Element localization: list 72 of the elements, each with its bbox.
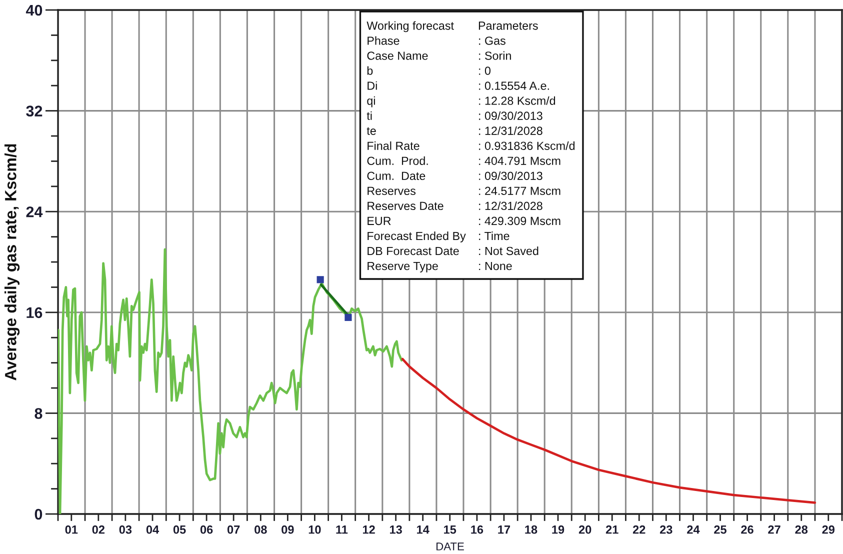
annotation: : None [479, 262, 512, 270]
x-tick-label: 18 [525, 525, 538, 534]
annotation: ti [366, 111, 372, 120]
annotation: Reserves [368, 186, 416, 196]
x-tick-label: 15 [444, 526, 456, 534]
annotation: te [366, 127, 376, 135]
x-tick-label: 23 [660, 525, 672, 534]
x-tick-label: 26 [741, 525, 754, 534]
x-tick-label: 11 [336, 526, 348, 534]
annotation: qi [367, 96, 375, 108]
annotation: : Sorin [479, 51, 511, 60]
annotation: b [367, 66, 373, 75]
line-series [401, 358, 816, 504]
annotation: Phase [368, 36, 400, 45]
x-axis-title: DATE [436, 542, 464, 550]
y-tick-label: 0 [34, 508, 42, 520]
x-tick-label: 25 [714, 525, 726, 534]
annotation: : 09/30/2013 [479, 171, 542, 180]
annotation: : 12/31/2028 [479, 126, 542, 135]
annotation: : 404.791 Mscm [479, 156, 560, 165]
x-tick-label: 08 [254, 525, 267, 534]
x-tick-label: 03 [119, 525, 132, 534]
annotation: Working forecast [366, 21, 454, 32]
y-tick-label: 24 [26, 206, 43, 218]
annotation: : 12/31/2028 [479, 201, 542, 210]
x-tick-label: 14 [417, 526, 430, 534]
annotation: : 429.309 Mscm [479, 216, 560, 226]
x-tick-label: 19 [552, 525, 564, 534]
annotation: : Gas [479, 36, 506, 45]
y-axis-title: Average daily gas rate, Kscm/d [4, 144, 20, 380]
annotation: : Not Saved [479, 246, 538, 256]
annotation: Parameters [478, 22, 538, 30]
y-tick-label: 8 [34, 408, 42, 419]
x-tick-label: 09 [282, 525, 294, 534]
x-tick-label: 20 [578, 525, 592, 534]
x-tick-label: 13 [390, 525, 402, 534]
x-tick-label: 16 [471, 525, 484, 534]
annotation: Final Rate [368, 141, 420, 150]
annotation: Forecast Ended By [368, 232, 466, 242]
annotation: Cum. Date [367, 172, 426, 180]
annotation: : 0.931836 Kscm/d [479, 141, 575, 150]
y-tick-label: 40 [26, 4, 42, 16]
annotation: Reserve Type [368, 262, 438, 272]
annotation: Case Name [367, 52, 428, 60]
x-tick-label: 24 [687, 525, 700, 534]
x-tick-label: 12 [362, 525, 375, 534]
y-tick-label: 32 [26, 106, 42, 117]
x-tick-label: 02 [92, 525, 105, 534]
x-tick-label: 01 [65, 525, 78, 534]
x-tick-label: 21 [606, 525, 618, 534]
annotation: Di [368, 81, 377, 90]
annotation: : Time [479, 232, 510, 240]
annotation: : 24.5177 Mscm [479, 186, 560, 196]
annotation: EUR [368, 216, 391, 226]
annotation: Cum. Prod. [367, 156, 428, 165]
x-tick-label: 07 [227, 525, 240, 534]
annotation: : 12.28 Kscm/d [479, 96, 556, 105]
x-tick-label: 27 [768, 525, 780, 534]
x-tick-label: 06 [200, 525, 213, 534]
x-tick-label: 29 [822, 525, 835, 534]
x-tick-label: 28 [795, 525, 808, 534]
x-tick-label: 05 [173, 525, 186, 534]
annotation: : 0.15554 A.e. [479, 82, 549, 90]
annotation: DB Forecast Date [368, 246, 459, 256]
x-tick-label: 10 [308, 525, 321, 534]
y-tick-label: 16 [26, 307, 42, 318]
x-tick-label: 17 [498, 526, 510, 534]
x-tick-label: 22 [632, 525, 646, 534]
x-tick-label: 04 [146, 525, 160, 534]
annotation: Reserves Date [368, 202, 444, 210]
annotation: : 0 [479, 66, 491, 75]
annotation: : 09/30/2013 [479, 111, 542, 120]
